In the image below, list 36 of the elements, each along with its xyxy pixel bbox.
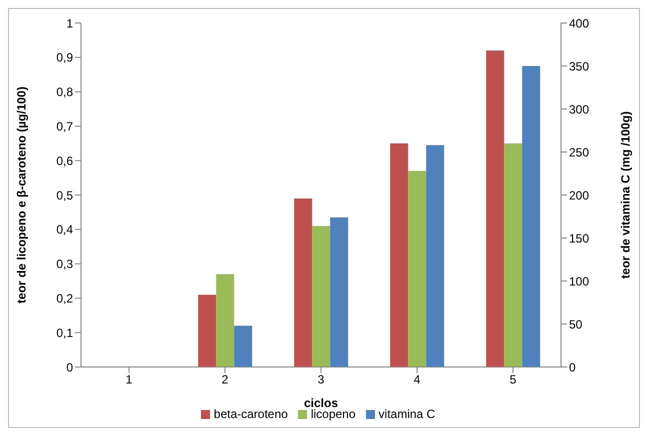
y-tick-label: 0,5 [56, 188, 74, 202]
legend-label: vitamina C [378, 407, 436, 421]
x-tick-label: 4 [414, 372, 421, 387]
bar [216, 274, 234, 367]
y-tick-label: 0,9 [56, 50, 74, 65]
y2-tick-label: 400 [569, 16, 590, 30]
y-tick-label: 0,1 [56, 326, 74, 340]
y-tick-label: 0,3 [56, 257, 74, 272]
y2-tick-label: 300 [569, 102, 590, 116]
y2-tick-label: 250 [569, 145, 590, 160]
y2-tick-label: 350 [569, 59, 590, 74]
y2-tick-label: 200 [569, 188, 590, 202]
x-tick-label: 2 [222, 372, 229, 387]
y-tick-label: 0,7 [56, 119, 74, 134]
bar [390, 143, 408, 367]
y2-tick-label: 50 [569, 317, 583, 332]
legend-label: licopeno [310, 407, 356, 421]
bar [294, 198, 312, 367]
legend-label: beta-caroteno [214, 407, 288, 421]
y-axis-title: teor de licopeno e β-caroteno (µg/100) [14, 86, 28, 304]
x-tick-label: 5 [510, 372, 517, 387]
y-tick-label: 1 [66, 16, 74, 30]
y2-tick-label: 0 [569, 360, 576, 374]
x-tick-label: 1 [126, 372, 133, 387]
y-tick-label: 0,2 [56, 291, 74, 306]
y2-axis-title: teor de vitamina C (mg /100g) [618, 111, 632, 279]
bar [486, 50, 504, 367]
y-tick-label: 0,6 [56, 154, 74, 168]
y2-tick-label: 150 [569, 231, 590, 246]
bar [198, 294, 216, 367]
y-tick-label: 0,4 [56, 222, 74, 237]
x-axis-title: ciclos [304, 396, 338, 410]
y-tick-label: 0,8 [56, 85, 74, 100]
y2-tick-label: 100 [569, 274, 590, 288]
y-tick-label: 0 [66, 360, 74, 374]
x-tick-label: 3 [318, 372, 325, 387]
